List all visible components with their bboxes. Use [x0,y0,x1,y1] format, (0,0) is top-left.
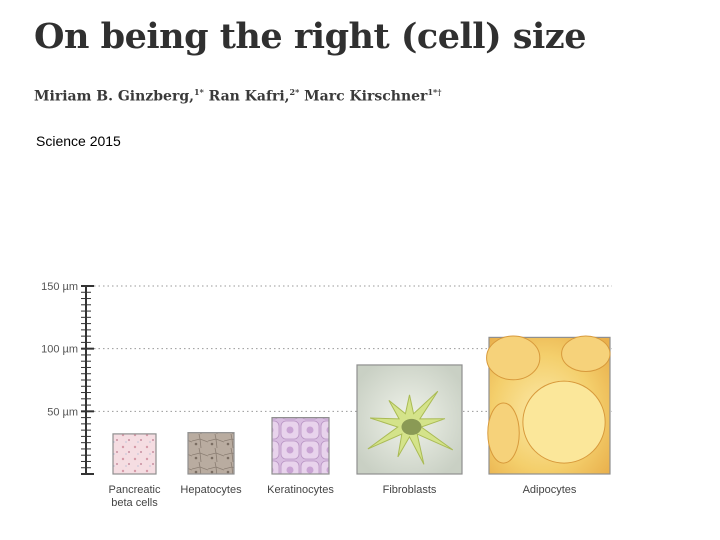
x-category-label: Fibroblasts [383,484,437,496]
bar-rect [271,417,330,475]
paper-title: On being the right (cell) size [34,16,586,57]
x-category-label-line: beta cells [111,497,158,509]
author-affiliation: 1* [194,87,204,97]
venue-label: Science 2015 [36,133,121,149]
x-category-label: Hepatocytes [180,484,242,496]
lipid-droplet [486,335,541,381]
x-category-label-line: Fibroblasts [383,484,437,496]
x-category-label-line: Adipocytes [523,484,577,496]
x-category-label: Pancreatic beta cells [109,484,161,509]
bar-rect [187,432,235,475]
author-list: Miriam B. Ginzberg,1* Ran Kafri,2* Marc … [34,87,441,105]
author-name: Ran Kafri, [208,88,290,105]
bar [271,417,330,475]
author-affiliation: 1*† [427,87,442,97]
bar [486,335,611,475]
lipid-droplet [487,402,520,464]
x-category-label-line: Hepatocytes [180,484,242,496]
lipid-droplet [522,380,606,464]
y-axis: 50 µm 100 µm 150 µm [41,281,612,475]
cell-nucleus [401,418,422,435]
x-category-label: Keratinocytes [267,484,334,496]
x-category-label-line: Keratinocytes [267,484,334,496]
y-tick-label: 50 µm [47,406,78,418]
author-affiliation: 2* [289,87,300,97]
x-category-label-line: Pancreatic [109,484,161,496]
x-category-label: Adipocytes [523,484,577,496]
bar [187,432,235,475]
lipid-droplet [561,335,611,373]
y-tick-label: 100 µm [41,344,78,356]
bar-group [112,335,611,475]
bar [112,433,157,475]
author-name: Marc Kirschner [304,88,428,105]
bar-rect [112,433,157,475]
category-labels: Pancreatic beta cells Hepatocytes Keratinoc… [109,484,577,509]
y-tick-label: 150 µm [41,281,78,293]
author-name: Miriam B. Ginzberg, [34,88,194,105]
bar [356,364,463,475]
